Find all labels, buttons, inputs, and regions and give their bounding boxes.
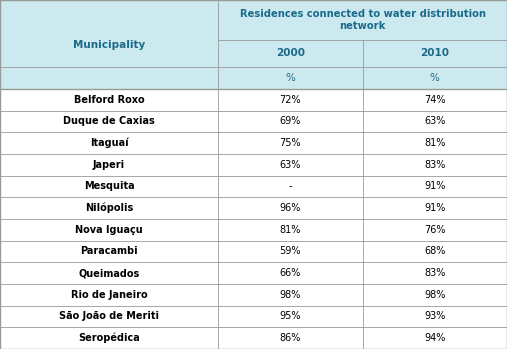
Text: Residences connected to water distribution
network: Residences connected to water distributi… xyxy=(239,9,486,31)
Text: Itaguaí: Itaguaí xyxy=(90,138,128,148)
Bar xyxy=(0,132,507,154)
Bar xyxy=(0,197,507,219)
Bar xyxy=(0,89,507,111)
Text: 81%: 81% xyxy=(424,138,446,148)
Text: Duque de Caxias: Duque de Caxias xyxy=(63,117,155,126)
Text: Mesquita: Mesquita xyxy=(84,181,134,192)
Text: 74%: 74% xyxy=(424,95,446,105)
Text: 83%: 83% xyxy=(424,160,446,170)
Bar xyxy=(0,284,507,306)
Text: 72%: 72% xyxy=(279,95,301,105)
Text: Queimados: Queimados xyxy=(79,268,139,278)
Text: 91%: 91% xyxy=(424,203,446,213)
Bar xyxy=(0,327,507,349)
Bar xyxy=(0,262,507,284)
Text: 75%: 75% xyxy=(279,138,301,148)
Text: Municipality: Municipality xyxy=(73,39,145,50)
Text: Paracambi: Paracambi xyxy=(80,246,138,257)
Text: 98%: 98% xyxy=(424,290,446,300)
Text: 81%: 81% xyxy=(279,225,301,235)
Bar xyxy=(0,67,507,89)
Bar xyxy=(0,40,507,67)
Bar xyxy=(0,306,507,327)
Text: 2010: 2010 xyxy=(420,49,449,59)
Text: -: - xyxy=(288,181,292,192)
Text: 94%: 94% xyxy=(424,333,446,343)
Text: 91%: 91% xyxy=(424,181,446,192)
Text: 59%: 59% xyxy=(279,246,301,257)
Text: Seropédica: Seropédica xyxy=(78,333,140,343)
Text: 68%: 68% xyxy=(424,246,446,257)
Text: Japeri: Japeri xyxy=(93,160,125,170)
Text: 93%: 93% xyxy=(424,312,446,321)
Bar xyxy=(0,154,507,176)
Text: 83%: 83% xyxy=(424,268,446,278)
Bar xyxy=(0,176,507,197)
Text: 76%: 76% xyxy=(424,225,446,235)
Text: %: % xyxy=(430,73,440,83)
Text: 86%: 86% xyxy=(279,333,301,343)
Bar xyxy=(0,241,507,262)
Text: 66%: 66% xyxy=(279,268,301,278)
Text: %: % xyxy=(285,73,295,83)
Text: 95%: 95% xyxy=(279,312,301,321)
Text: Rio de Janeiro: Rio de Janeiro xyxy=(70,290,148,300)
Text: Nova Iguaçu: Nova Iguaçu xyxy=(75,225,143,235)
Text: 63%: 63% xyxy=(279,160,301,170)
Text: 98%: 98% xyxy=(279,290,301,300)
Text: Nilópolis: Nilópolis xyxy=(85,203,133,214)
Text: Belford Roxo: Belford Roxo xyxy=(74,95,144,105)
Text: 2000: 2000 xyxy=(276,49,305,59)
Text: 63%: 63% xyxy=(424,117,446,126)
Text: São João de Meriti: São João de Meriti xyxy=(59,312,159,321)
Text: 96%: 96% xyxy=(279,203,301,213)
Text: 69%: 69% xyxy=(279,117,301,126)
Bar xyxy=(0,219,507,241)
Bar xyxy=(0,111,507,132)
